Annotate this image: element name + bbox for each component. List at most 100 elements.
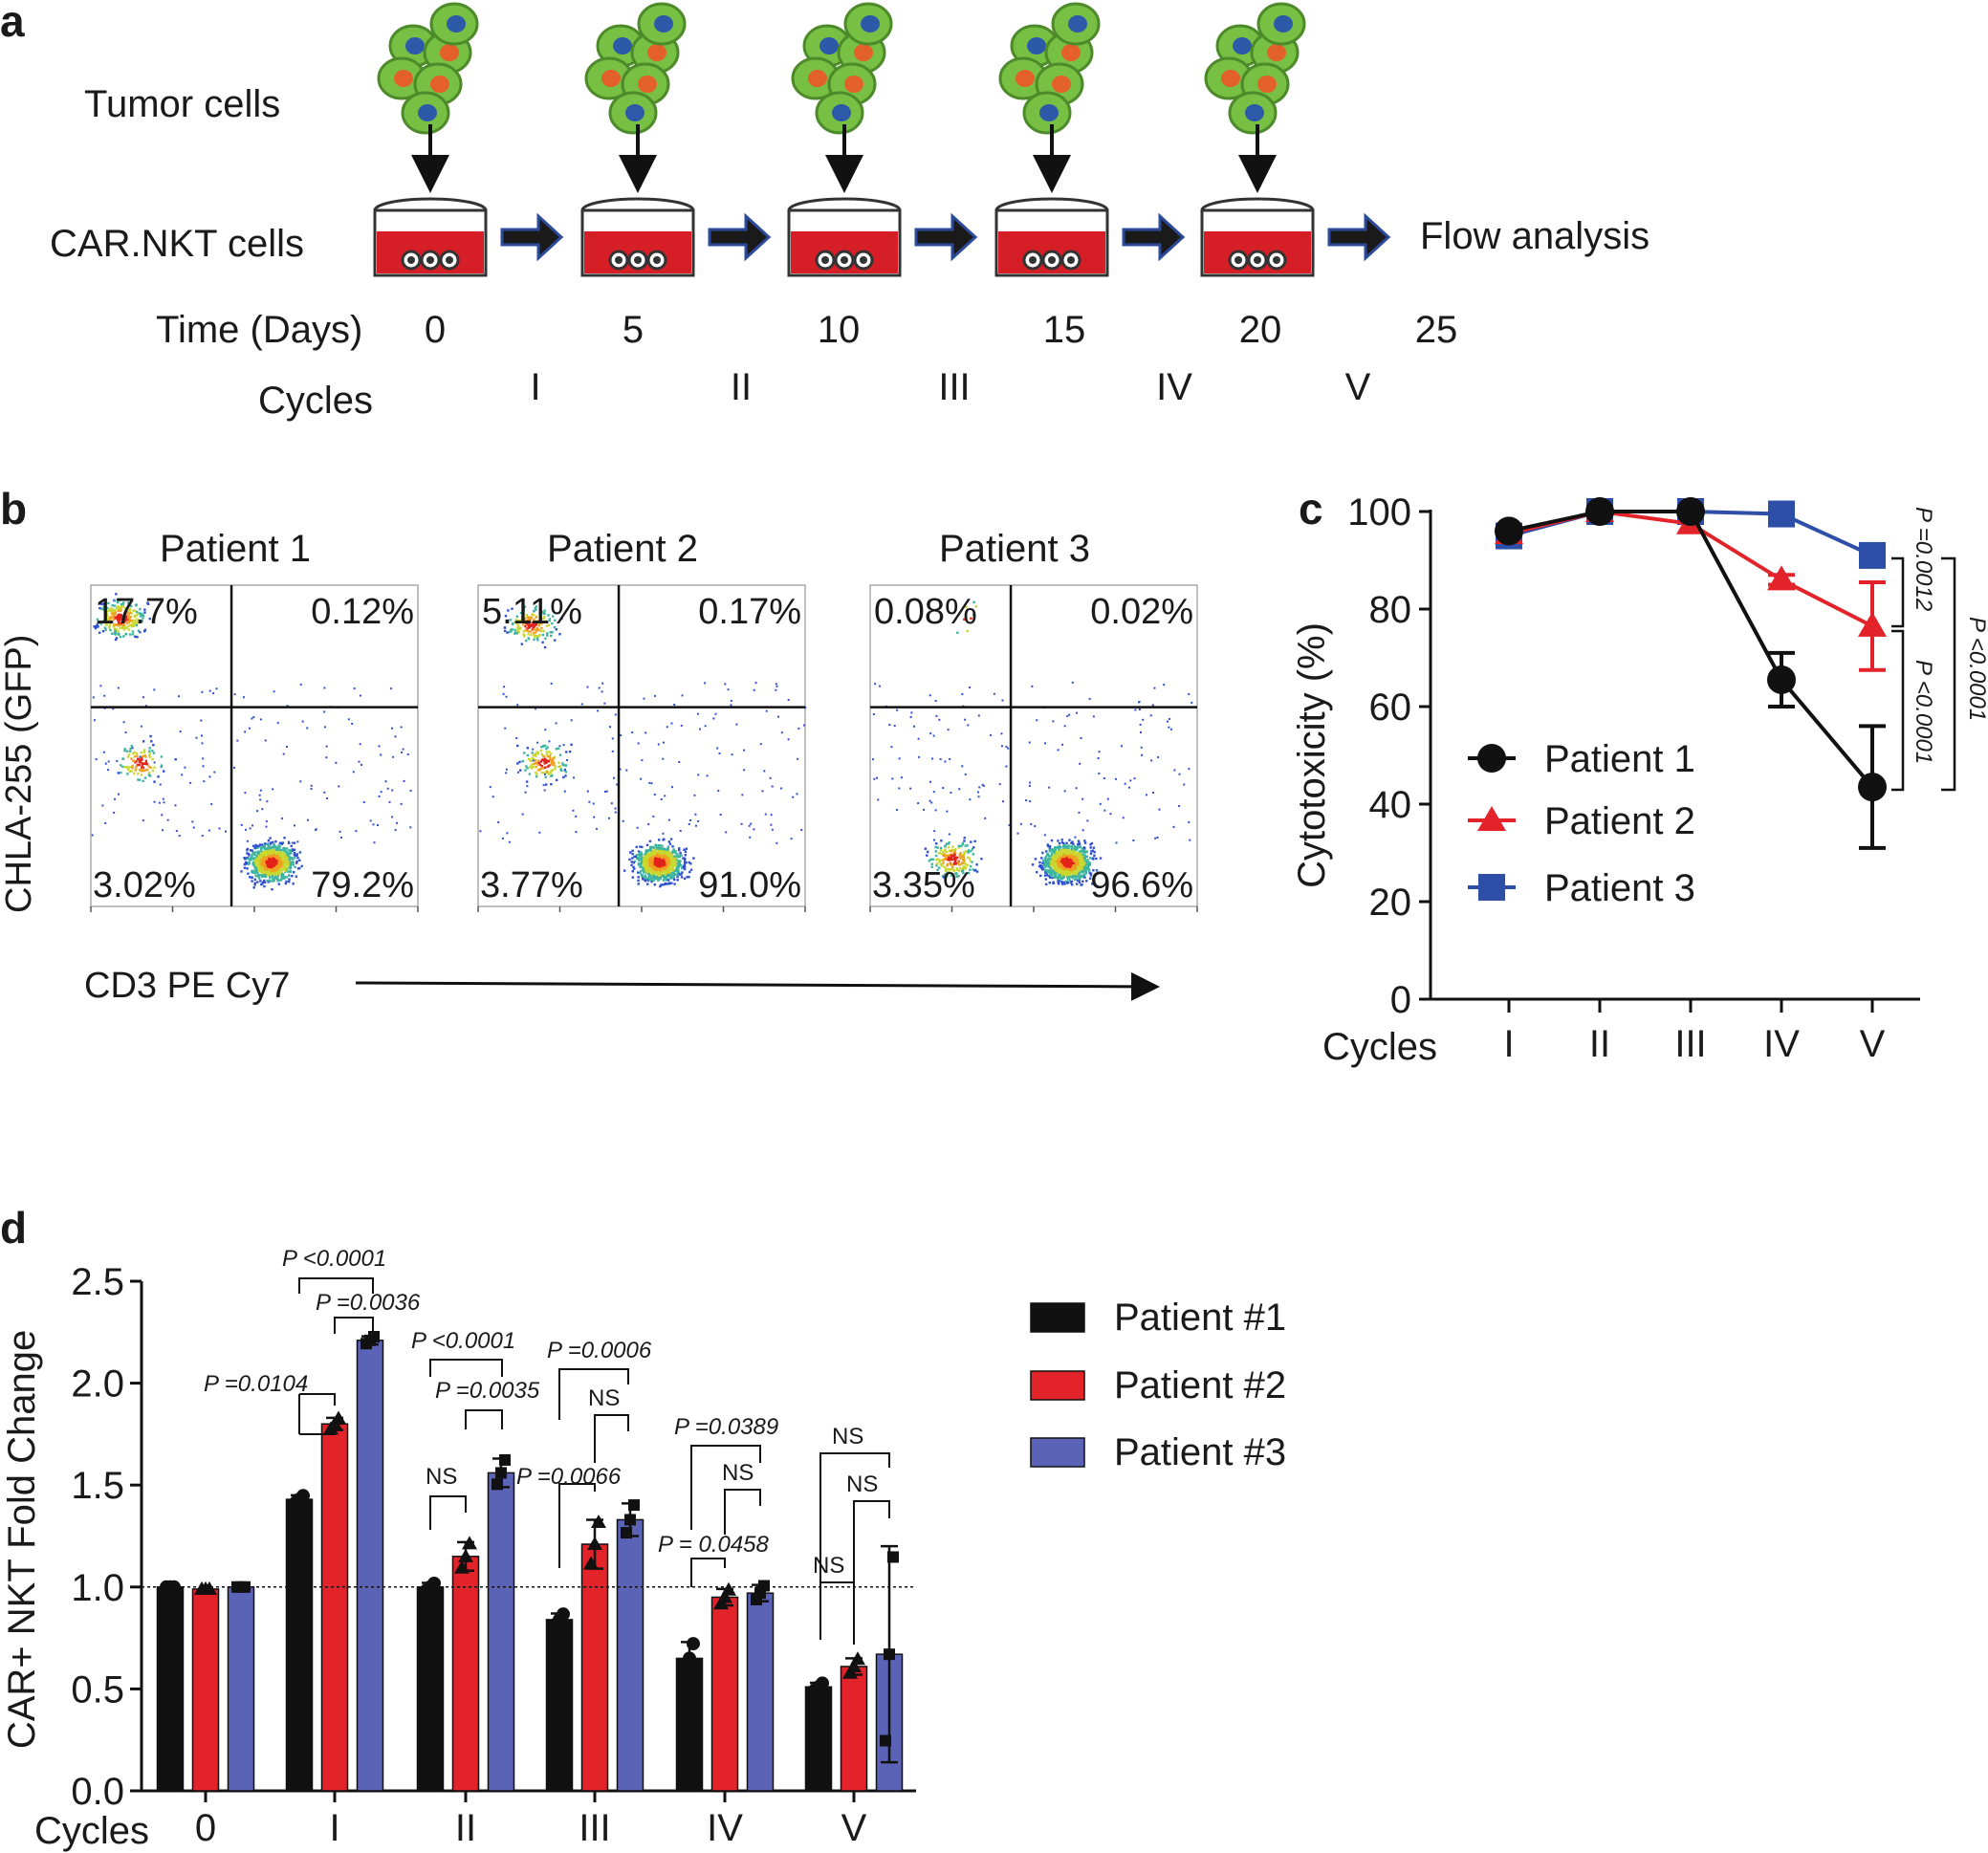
data-point [683, 1651, 696, 1666]
culture-dish-icon [1200, 197, 1315, 277]
data-point [887, 1551, 899, 1563]
data-point [717, 1589, 732, 1603]
data-point [884, 1648, 895, 1661]
culture-dish-icon [580, 197, 695, 277]
sig-label: NS [426, 1464, 457, 1490]
cycles-label-a: Cycles [258, 380, 373, 422]
tumor-cell-cluster-icon [584, 2, 687, 135]
right-arrow-icon [1122, 212, 1186, 262]
data-point [492, 1478, 503, 1491]
legend-item: Patient 3 [1468, 867, 1695, 909]
sig-label: P =0.0012 [1911, 507, 1936, 611]
cycle-label: I [530, 366, 540, 408]
sig-bracket [558, 1483, 596, 1568]
culture-station [1200, 2, 1391, 277]
sig-bracket [1891, 629, 1905, 792]
data-point [628, 1499, 640, 1512]
series-1 [1495, 497, 1887, 850]
sig-label: NS [846, 1472, 878, 1497]
bar-series-1 [156, 1489, 833, 1792]
bar [416, 1586, 445, 1792]
sig-bracket [465, 1409, 503, 1429]
culture-station [994, 2, 1186, 277]
data-point [1858, 611, 1887, 637]
chart-d-significance [298, 1277, 890, 1645]
right-arrow-icon [914, 212, 978, 262]
bar-series-2 [191, 1410, 868, 1792]
panel-d-letter: d [0, 1203, 27, 1253]
x-tick-label: III [579, 1807, 610, 1849]
bar [487, 1472, 515, 1792]
y-tick-label: 1.5 [71, 1465, 124, 1507]
chart-d-plot: 0.00.51.01.52.02.50 I II III IV V [71, 1261, 916, 1849]
flow-dots [91, 593, 412, 891]
sig-bracket [558, 1368, 629, 1420]
panel-b-letter: b [0, 484, 27, 534]
bar [710, 1596, 739, 1792]
tumor-cell-cluster-icon [998, 2, 1101, 135]
sig-label: P =0.0035 [435, 1378, 540, 1404]
data-point [1767, 665, 1796, 694]
sig-bracket [724, 1489, 761, 1535]
bar-series-3 [227, 1330, 904, 1792]
y-tick-label: 40 [1369, 784, 1412, 826]
data-point [167, 1580, 181, 1594]
sig-label: NS [832, 1424, 863, 1450]
data-point [368, 1330, 380, 1342]
sig-bracket [690, 1558, 726, 1587]
sig-label: NS [588, 1385, 620, 1411]
flow-x-axis-arrow [355, 971, 1160, 1001]
data-point [850, 1651, 865, 1666]
data-point [454, 1559, 470, 1574]
data-point [621, 1527, 632, 1539]
data-point [880, 1734, 891, 1747]
chart-d-ylabel: CAR+ NKT Fold Change [1, 1330, 43, 1749]
data-point [458, 1548, 473, 1562]
data-point [591, 1515, 606, 1529]
chart-d-xlabel: Cycles [34, 1810, 149, 1852]
data-point [427, 1576, 441, 1590]
x-tick-label: III [1674, 1023, 1706, 1065]
panel-a-letter: a [0, 0, 25, 46]
legend-label: Patient #3 [1114, 1431, 1286, 1473]
y-tick-label: 100 [1347, 491, 1411, 534]
bar [356, 1340, 384, 1792]
day-label: 25 [1415, 309, 1458, 351]
data-point [495, 1467, 507, 1479]
bar [320, 1423, 349, 1792]
flow-analysis-label: Flow analysis [1420, 215, 1649, 257]
tumor-cells-label: Tumor cells [84, 83, 280, 125]
right-arrow-icon [708, 212, 772, 262]
flow-plot-title: Patient 3 [939, 528, 1090, 570]
quadrant-percent: 96.6% [1090, 865, 1193, 905]
day-label: 15 [1043, 309, 1086, 351]
data-point [1495, 516, 1523, 546]
sig-bracket [819, 1452, 890, 1635]
bar [191, 1588, 220, 1792]
culture-dish-icon [994, 197, 1109, 277]
sig-label: P =0.0389 [674, 1414, 778, 1440]
flow-plot: Patient 3 0.08% 0.02% 3.35% 96.6% [869, 528, 1198, 912]
chart-c-significance: P =0.0012 P <0.0001 P <0.0001 [1891, 507, 1988, 792]
flow-dots [479, 605, 807, 888]
legend-label: Patient 1 [1544, 738, 1695, 780]
day-label: 0 [425, 309, 446, 351]
legend-label: Patient 3 [1544, 867, 1695, 909]
bar [285, 1498, 314, 1792]
sig-label: P <0.0001 [282, 1246, 386, 1272]
x-tick-label: II [455, 1807, 476, 1849]
cycle-label: IV [1156, 366, 1192, 408]
culture-station [787, 2, 978, 277]
data-point [624, 1514, 636, 1526]
sig-label: P =0.0036 [316, 1290, 421, 1316]
y-tick-label: 2.0 [71, 1363, 124, 1406]
legend-item: Patient 1 [1468, 738, 1695, 780]
data-point [202, 1580, 217, 1595]
quadrant-percent: 3.02% [93, 865, 196, 905]
sig-label: P <0.0001 [1964, 617, 1988, 721]
y-tick-label: 80 [1369, 589, 1412, 631]
flow-x-axis-label: CD3 PE Cy7 [84, 966, 290, 1006]
tumor-cell-cluster-icon [791, 2, 893, 135]
flow-plot-title: Patient 1 [160, 528, 311, 570]
sig-label: NS [813, 1553, 844, 1579]
